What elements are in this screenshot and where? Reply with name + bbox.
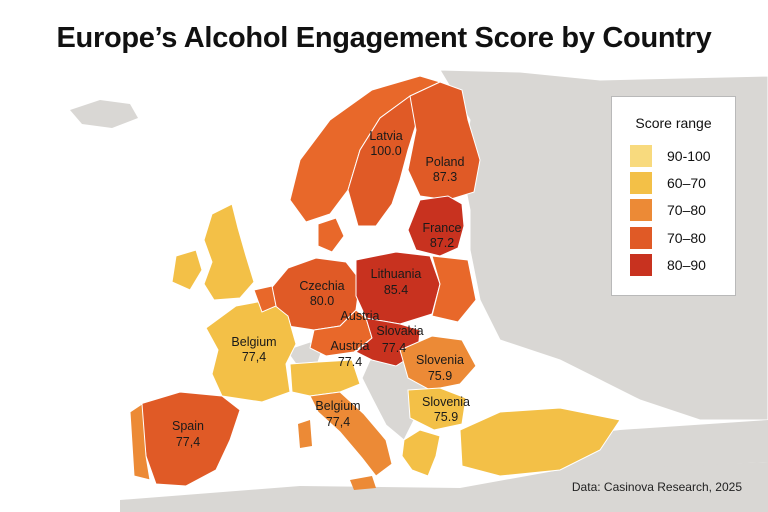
- label-name: Slovenia: [422, 395, 470, 409]
- legend-item: 70–80: [630, 199, 735, 221]
- label-name: Slovakia: [376, 324, 423, 338]
- legend-swatch: [630, 254, 652, 276]
- label-score: 85.4: [384, 283, 408, 297]
- region-label-spain: Spain 77,4: [172, 419, 204, 449]
- legend-title: Score range: [635, 115, 712, 131]
- region-east-orange: [431, 255, 477, 323]
- source-note: Data: Casinova Research, 2025: [571, 480, 742, 494]
- label-score: 77.4: [338, 355, 362, 369]
- region-sweden: [347, 95, 419, 227]
- label-name: Austria: [341, 309, 380, 323]
- label-name: Slovenia: [416, 353, 464, 367]
- label-name: France: [423, 221, 462, 235]
- region-turkey: [459, 407, 621, 477]
- region-label-belgium-2: Belgium 77,4: [315, 399, 360, 429]
- label-name: Spain: [172, 419, 204, 433]
- land-africa: [120, 462, 768, 512]
- label-score: 77,4: [326, 415, 350, 429]
- label-score: 75.9: [434, 410, 458, 424]
- legend-label: 60–70: [667, 175, 706, 191]
- label-score: 77.4: [382, 341, 406, 355]
- label-score: 87.2: [430, 236, 454, 250]
- region-label-france: France 87.2: [423, 221, 462, 250]
- region-label-slovenia-1: Slovenia 75.9: [416, 353, 464, 383]
- region-label-lithuania: Lithuania 85.4: [371, 267, 422, 297]
- region-label-slovenia-2: Slovenia 75.9: [422, 395, 470, 424]
- region-label-slovakia: Slovakia 77.4: [376, 324, 423, 355]
- region-portugal: [129, 403, 151, 481]
- label-name: Austria: [331, 339, 370, 353]
- legend: Score range 90-100 60–70 70–80 70–80 80–…: [611, 96, 736, 296]
- legend-swatch: [630, 145, 652, 167]
- label-score: 80.0: [310, 294, 334, 308]
- label-name: Belgium: [231, 335, 276, 349]
- land-iceland: [70, 100, 138, 128]
- region-spain: [139, 391, 241, 487]
- legend-item: 60–70: [630, 172, 735, 194]
- region-sicily: [350, 476, 376, 490]
- region-ireland: [171, 249, 203, 291]
- label-name: Lithuania: [371, 267, 422, 281]
- region-benelux: [253, 285, 277, 313]
- label-score: 75.9: [428, 369, 452, 383]
- region-greece: [401, 429, 441, 477]
- region-finland: [407, 81, 481, 201]
- label-name: Belgium: [315, 399, 360, 413]
- legend-item: 80–90: [630, 254, 735, 276]
- land-middle-east: [540, 420, 768, 470]
- region-label-czechia: Czechia 80.0: [299, 279, 344, 308]
- label-score: 87.3: [433, 170, 457, 184]
- label-name: Czechia: [299, 279, 344, 293]
- label-score: 77,4: [242, 350, 266, 364]
- region-label-austria-1: Austria: [341, 309, 380, 323]
- legend-swatch: [630, 172, 652, 194]
- legend-label: 70–80: [667, 202, 706, 218]
- region-label-austria-2: Austria 77.4: [331, 339, 370, 369]
- label-score: 100.0: [370, 144, 401, 158]
- region-uk: [203, 203, 255, 301]
- region-label-poland: Poland 87.3: [426, 155, 465, 184]
- region-label-latvia: Latvia 100.0: [369, 129, 402, 158]
- region-label-belgium-1: Belgium 77,4: [231, 335, 276, 364]
- legend-item: 90-100: [630, 145, 735, 167]
- region-bulgaria: [407, 387, 467, 431]
- legend-label: 90-100: [667, 148, 711, 164]
- legend-label: 70–80: [667, 230, 706, 246]
- legend-item: 70–80: [630, 227, 735, 249]
- map-title: Europe’s Alcohol Engagement Score by Cou…: [56, 22, 712, 54]
- region-sardinia: [298, 420, 312, 448]
- legend-swatch: [630, 199, 652, 221]
- label-name: Poland: [426, 155, 465, 169]
- legend-swatch: [630, 227, 652, 249]
- region-italy: [309, 391, 393, 477]
- label-name: Latvia: [369, 129, 402, 143]
- region-romania: [399, 335, 477, 391]
- legend-label: 80–90: [667, 257, 706, 273]
- label-score: 77,4: [176, 435, 200, 449]
- region-baltic-dark: [407, 195, 465, 257]
- region-denmark: [317, 217, 345, 253]
- region-italy-north: [289, 359, 361, 397]
